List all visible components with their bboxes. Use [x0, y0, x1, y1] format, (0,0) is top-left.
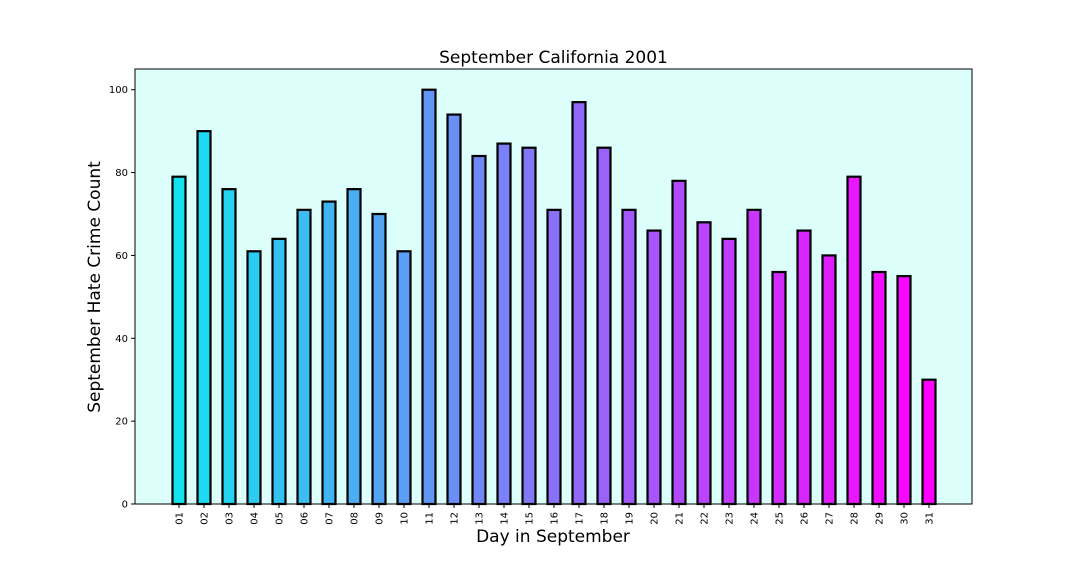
bars-group [171, 88, 937, 506]
y-tick-label: 0 [122, 500, 128, 511]
bar-day-28 [846, 175, 862, 506]
bar-day-24 [746, 208, 762, 506]
y-tick-label: 20 [115, 417, 128, 428]
y-tick-label: 100 [109, 85, 128, 96]
bar-day-08 [346, 188, 362, 506]
bar-day-25 [771, 270, 787, 506]
x-tick-label: 07 [325, 512, 336, 525]
bar-day-04 [246, 250, 262, 506]
chart-title: September California 2001 [439, 48, 668, 68]
x-tick-label: 02 [200, 512, 211, 525]
bar-day-27 [821, 254, 837, 506]
bar-day-05 [271, 237, 287, 506]
y-tick-label: 60 [115, 251, 128, 262]
bar-day-10 [396, 250, 412, 506]
bar-day-19 [621, 208, 637, 506]
x-tick-label: 23 [725, 512, 736, 525]
y-axis-label: September Hate Crime Count [85, 161, 105, 413]
bar-day-31 [921, 378, 937, 506]
x-tick-label: 03 [225, 512, 236, 525]
bar-day-30 [896, 275, 912, 506]
bar-day-23 [721, 237, 737, 506]
bar-day-12 [446, 113, 462, 506]
bar-day-16 [546, 208, 562, 506]
x-tick-label: 31 [925, 512, 936, 525]
x-tick-label: 16 [550, 512, 561, 525]
x-tick-label: 13 [475, 512, 486, 525]
bar-day-29 [871, 270, 887, 506]
x-tick-label: 24 [750, 512, 761, 525]
bar-day-11 [421, 88, 437, 506]
bar-day-14 [496, 142, 512, 506]
bar-day-26 [796, 229, 812, 506]
bar-day-06 [296, 208, 312, 506]
bar-day-18 [596, 146, 612, 506]
y-tick-label: 40 [115, 334, 128, 345]
bar-day-15 [521, 146, 537, 506]
x-tick-label: 22 [700, 512, 711, 525]
bar-day-09 [371, 212, 387, 506]
x-tick-label: 14 [500, 512, 511, 525]
bar-day-01 [171, 175, 187, 506]
x-tick-label: 05 [275, 512, 286, 525]
x-tick-label: 30 [900, 512, 911, 525]
bar-day-02 [196, 130, 212, 506]
x-tick-label: 06 [300, 512, 311, 525]
bar-day-20 [646, 229, 662, 506]
bar-day-21 [671, 179, 687, 506]
x-tick-label: 21 [675, 512, 686, 525]
x-tick-label: 18 [600, 512, 611, 525]
x-tick-label: 15 [525, 512, 536, 525]
bar-day-03 [221, 188, 237, 506]
y-tick-label: 80 [115, 168, 128, 179]
x-tick-label: 29 [875, 512, 886, 525]
x-axis-ticks: 01 02 03 04 05 06 07 08 09 10 11 12 13 14 15 16 17 18 19 20… [175, 504, 936, 525]
bar-day-22 [696, 221, 712, 506]
bar-day-07 [321, 200, 337, 506]
x-tick-label: 28 [850, 512, 861, 525]
x-tick-label: 12 [450, 512, 461, 525]
x-axis-label: Day in September [476, 527, 630, 547]
x-tick-label: 25 [775, 512, 786, 525]
x-tick-label: 17 [575, 512, 586, 525]
x-tick-label: 10 [400, 512, 411, 525]
x-tick-label: 20 [650, 512, 661, 525]
bar-day-17 [571, 101, 587, 506]
x-tick-label: 26 [800, 512, 811, 525]
y-axis-ticks: 0 20 40 60 80 100 [109, 85, 135, 511]
x-tick-label: 09 [375, 512, 386, 525]
x-tick-label: 19 [625, 512, 636, 525]
x-tick-label: 04 [250, 512, 261, 525]
x-tick-label: 27 [825, 512, 836, 525]
x-tick-label: 01 [175, 512, 186, 525]
bar-day-13 [471, 154, 487, 506]
x-tick-label: 11 [425, 512, 436, 525]
x-tick-label: 08 [350, 512, 361, 525]
